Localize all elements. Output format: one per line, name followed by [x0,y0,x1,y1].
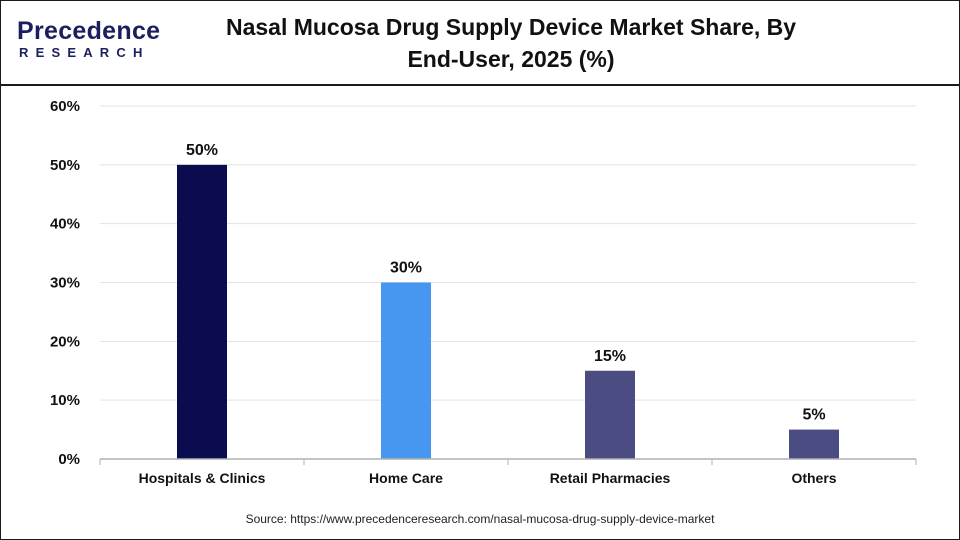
data-label: 15% [594,348,626,365]
y-tick-label: 20% [50,333,80,350]
gridlines [100,105,916,401]
y-tick-label: 60% [50,98,80,115]
bar [381,282,431,459]
x-tick-label: Others [791,470,836,486]
bar-chart: 0% 10% 20% 30% 40% 50% 60% 50% 30% 15% 5% Hospita… [50,98,917,486]
x-axis: Hospitals & Clinics Home Care Retail Pharm… [99,458,917,486]
y-tick-label: 0% [58,451,80,468]
brand-logo: Precedence RESEARCH [17,17,167,67]
source-note: Source: https://www.precedenceresearch.c… [245,512,715,526]
logo-subtext: RESEARCH [19,45,150,60]
bar [585,370,635,459]
chart-title: Nasal Mucosa Drug Supply Device Market S… [225,14,797,72]
y-axis: 0% 10% 20% 30% 40% 50% 60% [50,98,80,468]
data-label: 30% [390,260,422,277]
data-label: 50% [186,142,218,159]
logo-wordmark: Precedence [17,17,161,45]
bars [177,164,839,459]
y-tick-label: 10% [50,392,80,409]
header-divider [1,84,959,86]
bar [177,164,227,459]
bar [789,429,839,459]
x-tick-label: Hospitals & Clinics [139,470,266,486]
x-tick-label: Retail Pharmacies [550,470,671,486]
y-tick-label: 30% [50,275,80,292]
x-tick-label: Home Care [369,470,443,486]
data-labels: 50% 30% 15% 5% [186,142,826,424]
data-label: 5% [802,407,825,424]
y-tick-label: 40% [50,216,80,233]
header: Precedence RESEARCH Nasal Mucosa Drug Su… [1,1,959,84]
y-tick-label: 50% [50,157,80,174]
